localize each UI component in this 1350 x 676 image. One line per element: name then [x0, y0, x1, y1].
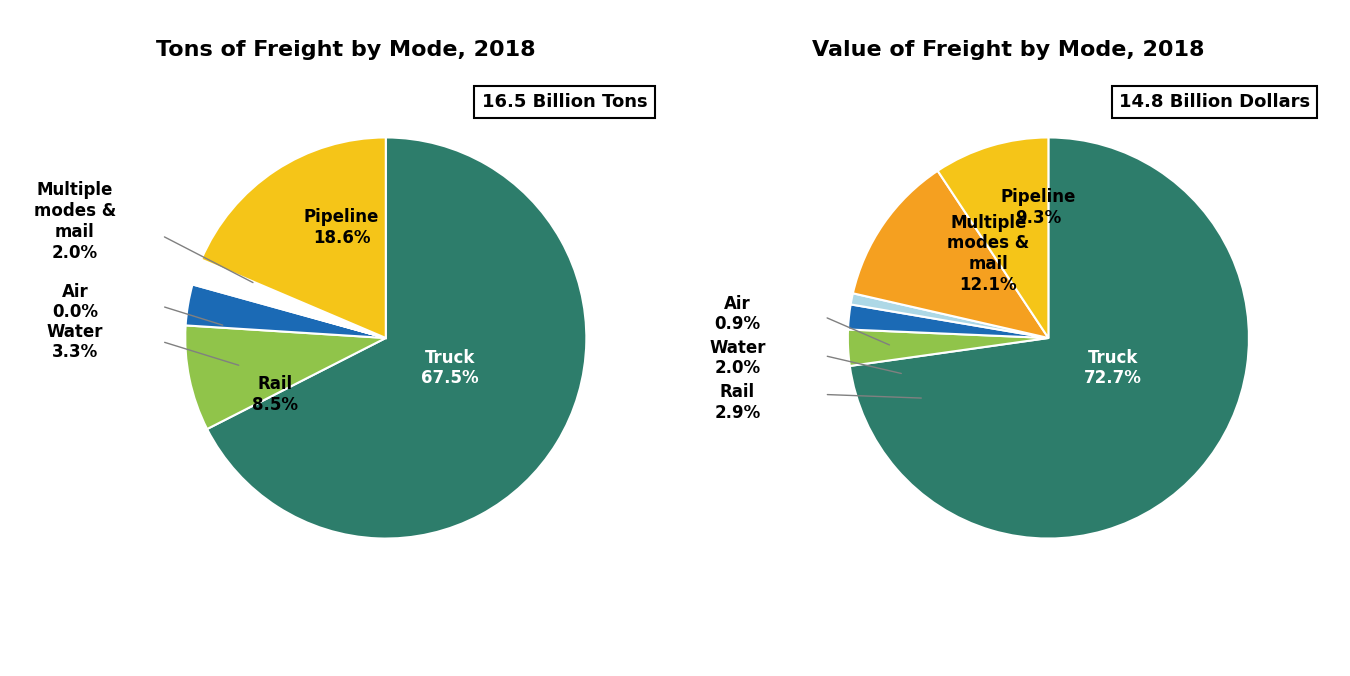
Title: Tons of Freight by Mode, 2018: Tons of Freight by Mode, 2018 [155, 41, 536, 60]
Text: Air
0.0%: Air 0.0% [51, 283, 99, 321]
Wedge shape [193, 260, 386, 338]
Text: Water
3.3%: Water 3.3% [47, 322, 103, 362]
Text: Multiple
modes &
mail
12.1%: Multiple modes & mail 12.1% [948, 214, 1029, 294]
Wedge shape [207, 137, 586, 539]
Text: Multiple
modes &
mail
2.0%: Multiple modes & mail 2.0% [34, 181, 116, 262]
Text: Pipeline
18.6%: Pipeline 18.6% [304, 208, 379, 247]
Text: Rail
8.5%: Rail 8.5% [252, 375, 298, 414]
Title: Value of Freight by Mode, 2018: Value of Freight by Mode, 2018 [813, 41, 1204, 60]
Wedge shape [201, 137, 386, 338]
Wedge shape [193, 283, 386, 338]
Text: Water
2.0%: Water 2.0% [709, 339, 765, 377]
Text: Rail
2.9%: Rail 2.9% [714, 383, 760, 422]
Wedge shape [185, 325, 386, 429]
Wedge shape [848, 304, 1049, 338]
Text: 16.5 Billion Tons: 16.5 Billion Tons [482, 93, 647, 111]
Wedge shape [186, 285, 386, 338]
Text: Truck
67.5%: Truck 67.5% [421, 349, 479, 387]
Wedge shape [850, 293, 1049, 338]
Wedge shape [853, 171, 1049, 338]
Text: 14.8 Billion Dollars: 14.8 Billion Dollars [1119, 93, 1310, 111]
Wedge shape [849, 137, 1249, 539]
Wedge shape [938, 137, 1049, 338]
Text: Air
0.9%: Air 0.9% [714, 295, 760, 333]
Text: Pipeline
9.3%: Pipeline 9.3% [1000, 188, 1076, 227]
Wedge shape [848, 329, 1049, 366]
Text: Truck
72.7%: Truck 72.7% [1084, 349, 1142, 387]
